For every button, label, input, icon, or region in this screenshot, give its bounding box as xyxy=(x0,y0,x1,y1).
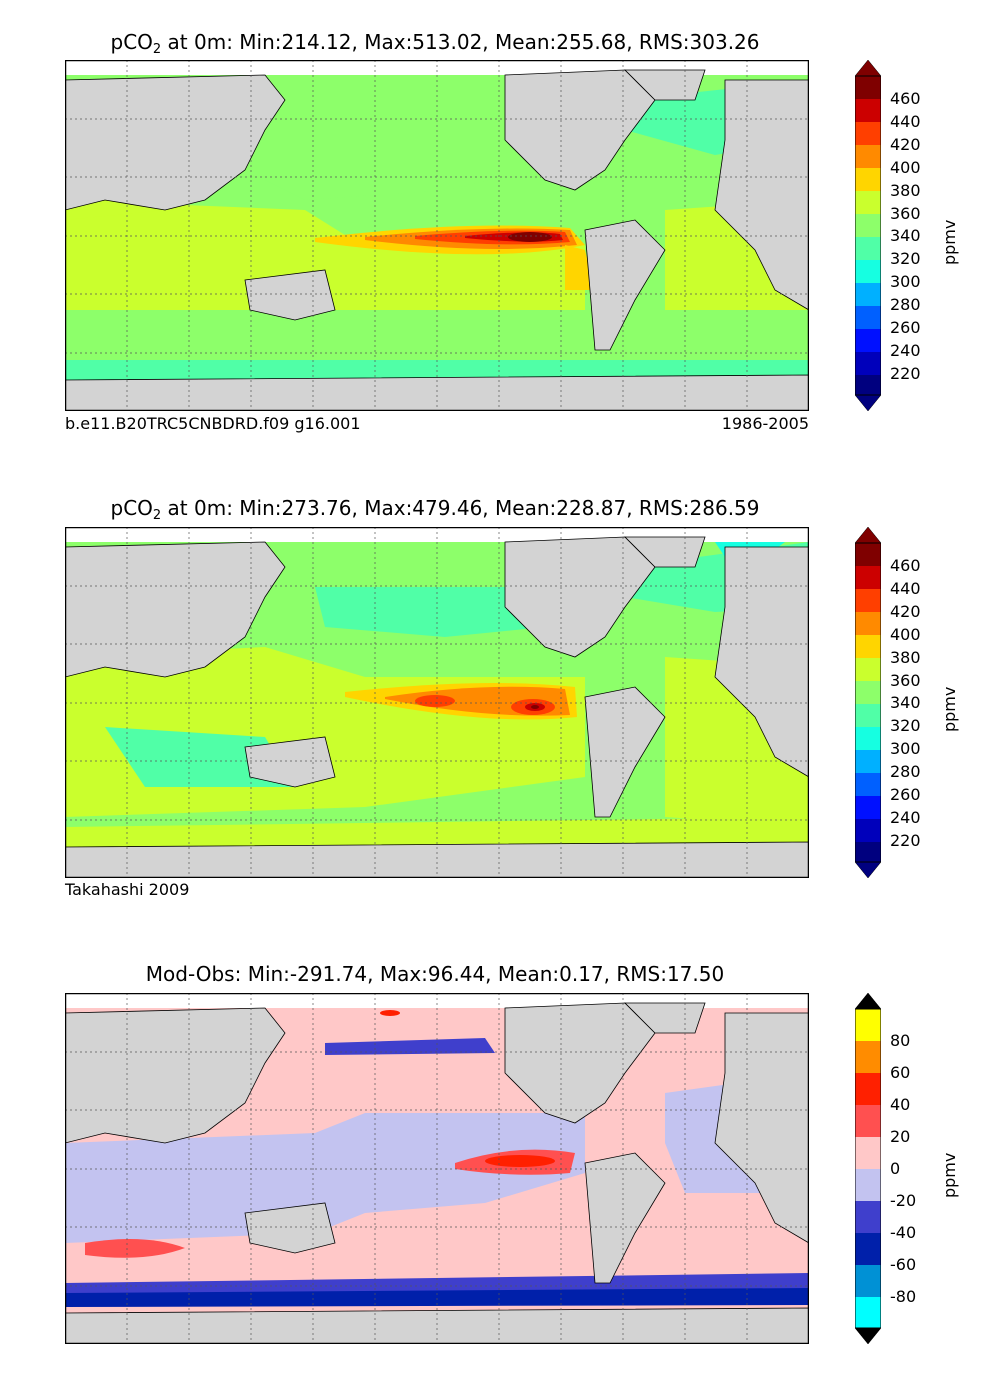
panel2-colorbar-tick: 400 xyxy=(890,624,921,644)
panel2-colorbar xyxy=(855,527,881,878)
panel2-title: pCO2 at 0m: Min:273.76, Max:479.46, Mean… xyxy=(110,496,760,523)
panel1-colorbar xyxy=(855,60,881,411)
panel3-colorbar-tick: -80 xyxy=(890,1287,917,1306)
panel3-colorbar-tick: -40 xyxy=(890,1223,917,1242)
panel1-colorbar-tick: 240 xyxy=(890,340,921,360)
panel2-colorbar-tick: 420 xyxy=(890,601,921,621)
panel3-colorbar-tick: 80 xyxy=(890,1031,911,1050)
panel1-colorbar-tick: 360 xyxy=(890,203,921,223)
panel2-colorbar-tick: 380 xyxy=(890,647,921,667)
panel1-colorbar-tick: 220 xyxy=(890,363,921,383)
panel1-caption-right: 1986-2005 xyxy=(721,414,809,433)
panel1-colorbar-tick: 260 xyxy=(890,318,921,337)
panel3-colorbar-label: ppmv xyxy=(940,1152,959,1198)
panel2-colorbar-tick: 340 xyxy=(890,693,921,713)
panel1-colorbar-tick: 340 xyxy=(890,226,921,246)
panel3-colorbar-tick: -60 xyxy=(890,1255,917,1274)
panel2-colorbar-label: ppmv xyxy=(940,686,959,732)
panel1-colorbar-tick: 280 xyxy=(890,295,921,315)
panel1-colorbar-tick: 400 xyxy=(890,157,921,177)
panel3-colorbar-tick: 0 xyxy=(890,1159,901,1178)
panel1-colorbar-tick: 440 xyxy=(890,111,921,131)
panel2-colorbar-tick: 460 xyxy=(890,556,921,575)
panel2-colorbar-tick: 260 xyxy=(890,785,921,804)
panel2-colorbar-tick: 240 xyxy=(890,807,921,827)
panel1-map xyxy=(65,60,809,411)
panel2-colorbar-tick: 360 xyxy=(890,670,921,690)
panel3-colorbar-tick: 40 xyxy=(890,1095,911,1114)
panel1-colorbar-tick: 420 xyxy=(890,134,921,154)
panel3-colorbar-tick: 20 xyxy=(890,1127,911,1146)
panel2-map xyxy=(65,527,809,878)
panel2-colorbar-tick: 320 xyxy=(890,716,921,736)
panel1-title: pCO2 at 0m: Min:214.12, Max:513.02, Mean… xyxy=(110,30,760,57)
panel2-colorbar-tick: 300 xyxy=(890,739,921,759)
panel3-colorbar xyxy=(855,993,881,1344)
panel1-colorbar-tick: 320 xyxy=(890,249,921,269)
panel1-colorbar-tick: 300 xyxy=(890,272,921,292)
panel3-colorbar-tick: -20 xyxy=(890,1191,917,1210)
panel3-title: Mod-Obs: Min:-291.74, Max:96.44, Mean:0.… xyxy=(145,962,725,986)
panel1-colorbar-tick: 460 xyxy=(890,89,921,108)
panel3-map xyxy=(65,993,809,1344)
panel2-colorbar-tick: 440 xyxy=(890,578,921,598)
panel1-colorbar-label: ppmv xyxy=(940,219,959,265)
panel2-colorbar-tick: 280 xyxy=(890,762,921,782)
panel1-colorbar-tick: 380 xyxy=(890,180,921,200)
panel2-caption-left: Takahashi 2009 xyxy=(65,880,190,899)
panel2-colorbar-tick: 220 xyxy=(890,830,921,850)
panel3-colorbar-tick: 60 xyxy=(890,1063,911,1082)
panel1-caption-left: b.e11.B20TRC5CNBDRD.f09 g16.001 xyxy=(65,414,361,433)
